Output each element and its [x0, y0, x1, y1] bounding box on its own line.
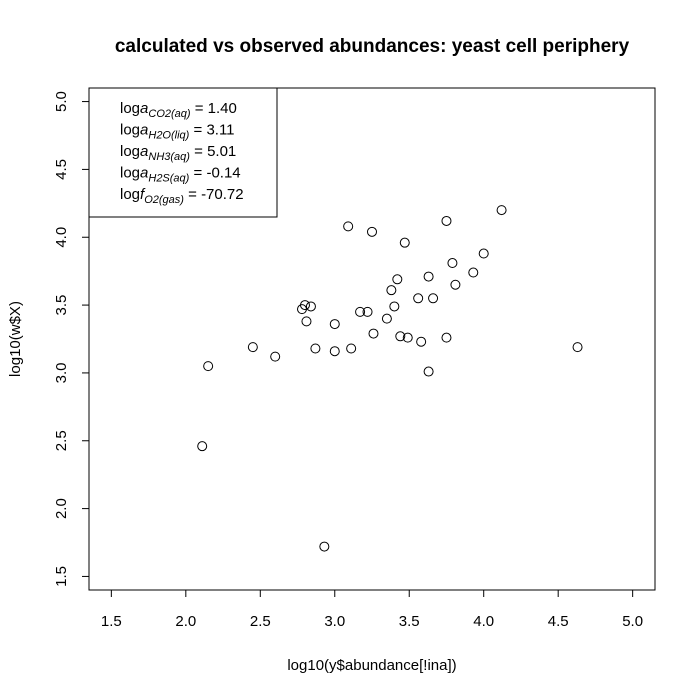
legend-entry-subscript: NH3(aq): [148, 151, 190, 163]
y-tick-label: 1.5: [53, 566, 70, 587]
data-point: [203, 361, 214, 372]
legend-entry-variable: a: [140, 122, 148, 139]
data-point: [416, 336, 427, 347]
legend-entry-prefix: log: [120, 165, 140, 182]
y-tick-label: 2.0: [53, 498, 70, 519]
data-point: [402, 332, 413, 343]
y-tick-label: 5.0: [53, 91, 70, 112]
data-point: [399, 237, 410, 248]
legend-entry-equals: =: [184, 186, 201, 203]
legend-box: [88, 87, 278, 218]
y-tick-label: 4.5: [53, 159, 70, 180]
data-point: [305, 301, 316, 312]
y-axis: 1.5 2.0 2.5 3.0 3.5 4.0 4.5 5.0: [53, 91, 90, 587]
data-point: [468, 267, 479, 278]
data-point: [329, 319, 340, 330]
data-point: [413, 293, 424, 304]
legend-entry: logaNH3(aq) = 5.01: [120, 143, 236, 163]
legend-entry: logaCO2(aq) = 1.40: [120, 100, 237, 120]
data-point: [423, 271, 434, 282]
data-point: [301, 316, 312, 327]
legend-entry-variable: a: [140, 100, 148, 117]
data-point: [392, 274, 403, 285]
data-point: [367, 226, 377, 237]
data-point: [343, 221, 354, 232]
x-axis-label: log10(y$abundance[!ina]): [287, 657, 456, 674]
legend-entry-subscript: H2O(liq): [148, 130, 189, 142]
legend-entry-prefix: log: [120, 186, 140, 203]
data-point: [428, 293, 439, 304]
data-point: [355, 306, 366, 317]
data-point: [496, 205, 507, 216]
legend-entry-variable: a: [140, 143, 148, 160]
data-point: [270, 351, 281, 362]
legend-entry-value: 5.01: [207, 143, 236, 160]
x-tick-label: 1.5: [101, 613, 122, 630]
legend-entry-value: -70.72: [201, 186, 244, 203]
data-point: [478, 248, 489, 259]
x-tick-label: 4.0: [473, 613, 494, 630]
y-tick-label: 3.5: [53, 295, 70, 316]
data-point: [368, 328, 379, 339]
legend-entry: logfO2(gas) = -70.72: [120, 186, 244, 206]
legend-entry-value: -0.14: [206, 165, 240, 182]
data-point: [346, 343, 357, 354]
data-point: [395, 331, 406, 342]
data-point: [319, 541, 330, 552]
data-point: [362, 306, 373, 317]
x-axis: 1.5 2.0 2.5 3.0 3.5 4.0 4.5 5.0: [101, 589, 643, 630]
data-point: [247, 342, 258, 353]
data-point: [441, 332, 452, 343]
y-tick-label: 3.0: [53, 362, 70, 383]
x-tick-label: 3.5: [399, 613, 420, 630]
data-point: [450, 279, 461, 290]
data-point: [423, 366, 434, 377]
legend-entry-value: 3.11: [206, 122, 234, 139]
data-point: [299, 300, 310, 311]
legend-entry-equals: =: [190, 143, 207, 160]
chart-title: calculated vs observed abundances: yeast…: [115, 36, 630, 57]
legend-entry-subscript: O2(gas): [144, 194, 184, 206]
legend-entry-variable: f: [140, 186, 146, 203]
legend-entry-subscript: H2S(aq): [148, 173, 189, 185]
x-tick-label: 2.0: [175, 613, 196, 630]
data-points: [197, 205, 583, 552]
legend-entry-equals: =: [189, 165, 206, 182]
legend-entry-value: 1.40: [208, 100, 237, 117]
x-tick-label: 3.0: [324, 613, 345, 630]
x-tick-label: 5.0: [622, 613, 643, 630]
data-point: [386, 285, 397, 296]
data-point: [329, 346, 340, 357]
legend-entry: logaH2O(liq) = 3.11: [120, 122, 235, 142]
data-point: [572, 342, 583, 353]
y-tick-label: 2.5: [53, 430, 70, 451]
x-tick-label: 4.5: [548, 613, 569, 630]
legend-entry-equals: =: [191, 100, 208, 117]
legend-entry-subscript: CO2(aq): [148, 108, 191, 120]
x-tick-label: 2.5: [250, 613, 271, 630]
data-point: [197, 441, 208, 452]
data-point: [310, 343, 321, 354]
y-axis-label: log10(w$X): [7, 301, 24, 377]
data-point: [447, 258, 458, 269]
legend-entry-prefix: log: [120, 100, 140, 117]
legend-entry-prefix: log: [120, 122, 140, 139]
legend-entry-equals: =: [189, 122, 206, 139]
data-point: [441, 215, 452, 226]
y-tick-label: 4.0: [53, 227, 70, 248]
data-point: [389, 301, 400, 312]
legend-entry-variable: a: [140, 165, 148, 182]
legend-entry-prefix: log: [120, 143, 140, 160]
legend-entry: logaH2S(aq) = -0.14: [120, 165, 241, 185]
data-point: [381, 313, 392, 324]
